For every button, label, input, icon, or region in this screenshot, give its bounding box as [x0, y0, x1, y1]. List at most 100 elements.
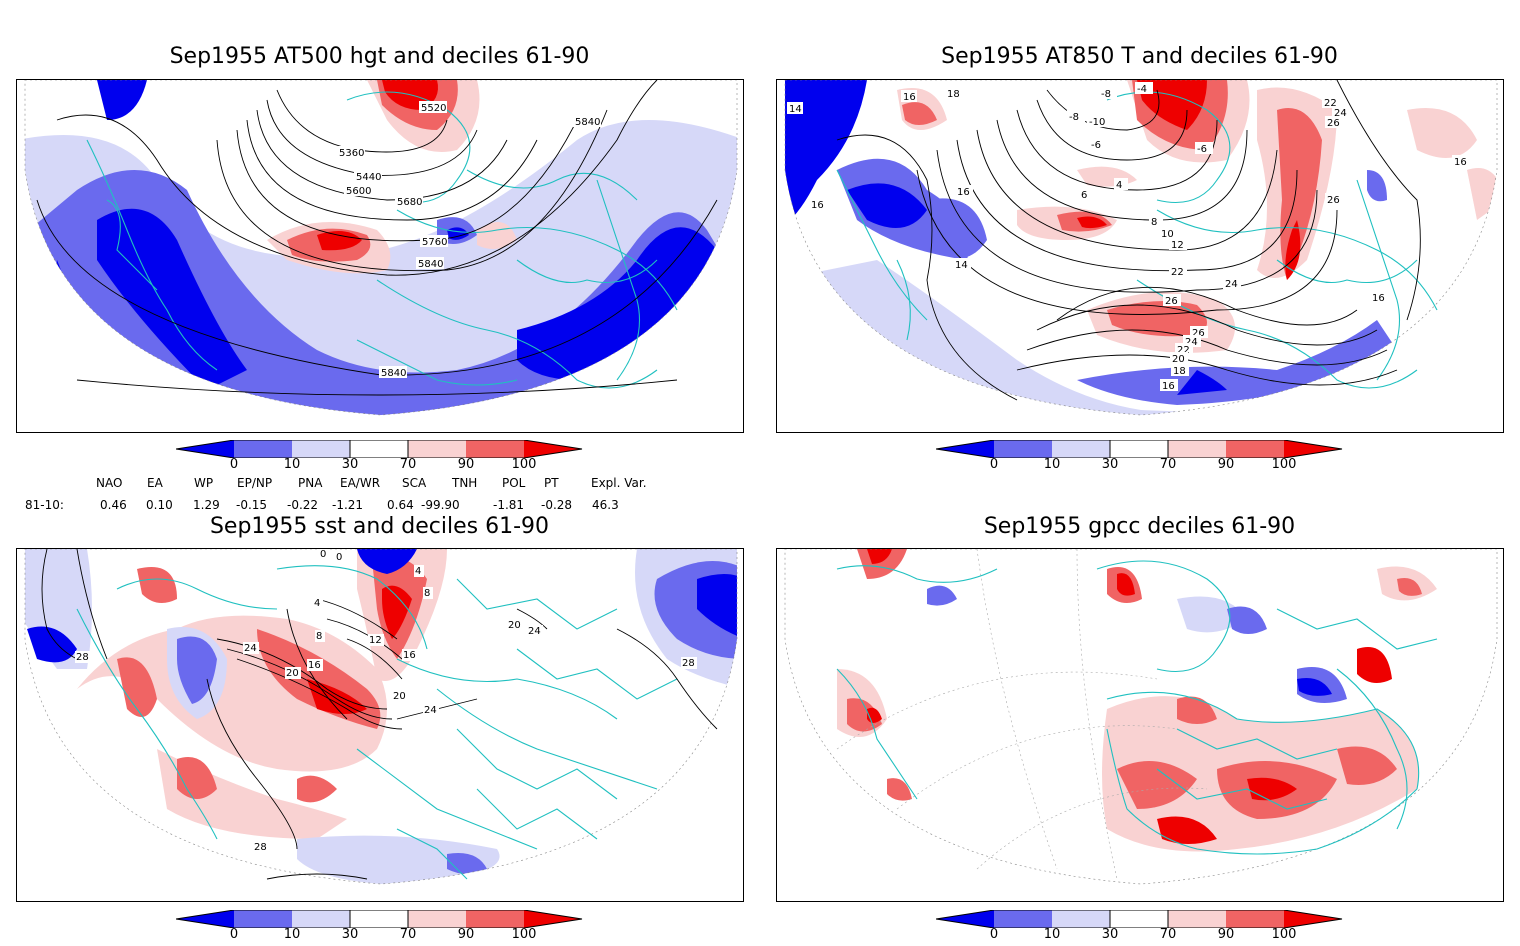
- colorbar-tick: 30: [1101, 927, 1119, 942]
- panel-title-sst: Sep1955 sst and deciles 61-90: [209, 514, 550, 539]
- index-value: -1.21: [332, 498, 364, 512]
- colorbar-tick: 100: [511, 457, 537, 472]
- contour-label: 5360: [339, 148, 364, 159]
- colorbar-tick: 30: [341, 927, 359, 942]
- contour-label: 5440: [356, 172, 381, 183]
- contour-label: 0: [336, 552, 342, 563]
- contour-label: 24: [424, 705, 437, 716]
- contour-label: 18: [947, 89, 960, 100]
- map-panel-hgt500: 5520 5840 5360 5440 5600 5680 5760 5840 …: [16, 79, 744, 433]
- colorbar-tick: 10: [1043, 457, 1061, 472]
- contour-label: 20: [393, 691, 406, 702]
- colorbar-tick: 10: [283, 927, 301, 942]
- panel-title-t850: Sep1955 AT850 T and deciles 61-90: [941, 44, 1338, 69]
- contour-label: 10: [1161, 229, 1174, 240]
- contour-label: 12: [1171, 240, 1184, 251]
- contour-label: 16: [403, 650, 416, 661]
- contour-label: 4: [314, 598, 320, 609]
- colorbar-bottom-right: 0 10 30 70 90 100: [936, 910, 1346, 946]
- index-value: -1.81: [493, 498, 525, 512]
- contour-label: 22: [1177, 345, 1190, 356]
- contour-label: 14: [955, 260, 968, 271]
- colorbar-tick: 0: [229, 927, 239, 942]
- contour-label: 5600: [346, 186, 371, 197]
- colorbar-tick: 100: [511, 927, 537, 942]
- contour-label: 28: [254, 842, 267, 853]
- colorbar-top-right: 0 10 30 70 90 100: [936, 440, 1346, 476]
- index-value: -0.22: [287, 498, 319, 512]
- index-row-label: 81-10:: [25, 498, 64, 512]
- contour-label: 0: [320, 549, 326, 560]
- contour-label: 24: [244, 643, 257, 654]
- colorbar-top-left: 0 10 30 70 90 100: [176, 440, 586, 476]
- index-header: EA: [147, 476, 163, 490]
- contour-label: 8: [1151, 217, 1157, 228]
- contour-label: 28: [76, 652, 89, 663]
- colorbar-tick: 100: [1271, 457, 1297, 472]
- contour-label: 12: [369, 635, 382, 646]
- contour-label: 20: [1172, 354, 1185, 365]
- index-header: Expl. Var.: [591, 476, 647, 490]
- contour-label: 4: [415, 566, 421, 577]
- contour-label: 24: [528, 626, 541, 637]
- contour-label: 20: [286, 668, 299, 679]
- colorbar-tick: 70: [399, 457, 417, 472]
- contour-label: 22: [1171, 267, 1184, 278]
- contour-label: -10: [1089, 117, 1105, 128]
- colorbar-tick: 10: [283, 457, 301, 472]
- index-header: WP: [194, 476, 214, 490]
- contour-label: 16: [903, 92, 916, 103]
- index-header: SCA: [402, 476, 427, 490]
- contour-label: 5520: [421, 103, 446, 114]
- contour-label: 26: [1192, 328, 1205, 339]
- colorbar-tick: 0: [229, 457, 239, 472]
- index-value: 1.29: [193, 498, 220, 512]
- colorbar-tick: 70: [399, 927, 417, 942]
- index-value: -0.15: [236, 498, 268, 512]
- index-value: 46.3: [592, 498, 619, 512]
- contour-label: 16: [1372, 293, 1385, 304]
- index-header: EP/NP: [237, 476, 273, 490]
- colorbar-tick: 100: [1271, 927, 1297, 942]
- map-panel-sst: 0 0 4 8 4 8 12 16 20 24 16 20 24 28 28 2…: [16, 548, 744, 902]
- colorbar-tick: 30: [1101, 457, 1119, 472]
- colorbar-tick: 90: [457, 457, 475, 472]
- contour-label: -8: [1069, 112, 1079, 123]
- contour-label: 5760: [422, 237, 447, 248]
- contour-label: 5840: [575, 117, 600, 128]
- contour-label: -8: [1101, 89, 1111, 100]
- index-header: PT: [544, 476, 559, 490]
- colorbar-tick: 0: [989, 927, 999, 942]
- contour-label: 16: [308, 660, 321, 671]
- panel-title-hgt: Sep1955 AT500 hgt and deciles 61-90: [169, 44, 590, 69]
- contour-label: 6: [1081, 190, 1087, 201]
- contour-label: 26: [1165, 296, 1178, 307]
- contour-label: 24: [1334, 108, 1347, 119]
- contour-label: 5840: [418, 259, 443, 270]
- contour-label: 5680: [397, 197, 422, 208]
- colorbar-tick: 0: [989, 457, 999, 472]
- contour-label: -6: [1197, 144, 1207, 155]
- contour-label: 26: [1327, 195, 1340, 206]
- colorbar-bottom-left: 0 10 30 70 90 100: [176, 910, 586, 946]
- contour-label: 16: [1454, 157, 1467, 168]
- contour-label: 16: [957, 187, 970, 198]
- index-header: TNH: [452, 476, 478, 490]
- contour-label: 8: [424, 588, 430, 599]
- index-header: NAO: [96, 476, 123, 490]
- contour-label: 16: [811, 200, 824, 211]
- contour-label: 24: [1185, 337, 1198, 348]
- index-value: -0.28: [541, 498, 573, 512]
- contour-label: 5840: [381, 368, 406, 379]
- contour-label: 16: [1162, 381, 1175, 392]
- index-value: 0.46: [100, 498, 127, 512]
- contour-label: 8: [316, 631, 322, 642]
- colorbar-tick: 70: [1159, 927, 1177, 942]
- map-panel-gpcc: [776, 548, 1504, 902]
- contour-label: 22: [1324, 98, 1337, 109]
- colorbar-tick: 90: [1217, 927, 1235, 942]
- contour-label: 14: [789, 104, 802, 115]
- colorbar-tick: 70: [1159, 457, 1177, 472]
- map-panel-t850: -4 -8 -8 -10 -6 -6 16 18 14 16 22 24 26 …: [776, 79, 1504, 433]
- colorbar-tick: 90: [457, 927, 475, 942]
